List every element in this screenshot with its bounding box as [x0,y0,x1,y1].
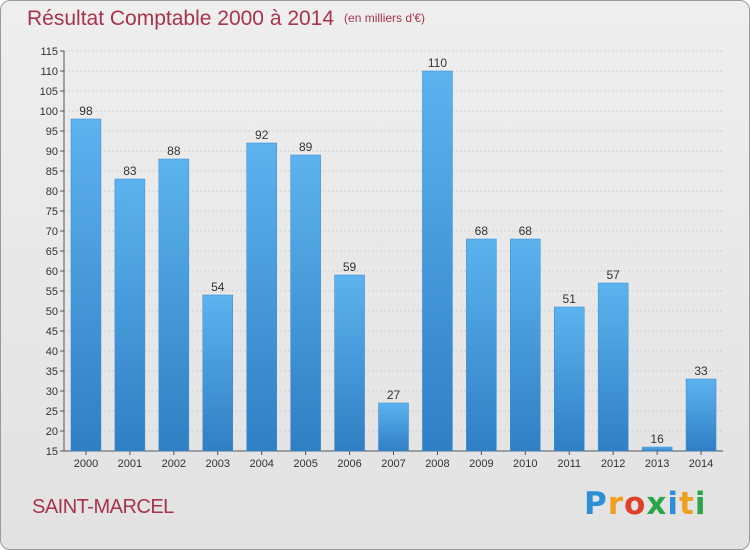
bar [378,402,409,452]
bar [422,70,453,452]
data-label: 57 [606,268,620,282]
bar [334,274,365,452]
x-tick-label: 2013 [645,458,669,470]
bar [290,154,321,452]
y-tick-label: 100 [40,106,58,118]
logo-letter: x [646,486,668,522]
data-label: 68 [519,224,533,238]
y-tick-label: 60 [46,266,58,278]
y-tick-label: 90 [46,146,58,158]
data-label: 27 [387,388,401,402]
logo-letter: t [678,486,695,522]
bars [70,70,717,452]
logo-letter: P [584,486,608,522]
x-tick-label: 2001 [118,458,142,470]
y-tick-label: 35 [46,366,58,378]
bar [202,294,234,452]
bar [246,142,277,452]
data-label: 89 [299,140,313,154]
bar [510,238,541,452]
bar [641,446,673,452]
data-label: 88 [167,144,181,158]
y-tick-label: 15 [46,446,58,458]
bar [114,178,146,452]
x-tick-label: 2000 [74,458,98,470]
chart-unit-note: (en milliers d'€) [344,11,426,25]
x-tick-label: 2009 [469,458,493,470]
data-label: 16 [650,432,664,446]
x-tick-label: 2011 [557,458,581,470]
bar [70,118,102,452]
bar [597,282,629,452]
y-tick-label: 40 [46,346,58,358]
y-tick-label: 70 [46,226,58,238]
y-tick-label: 50 [46,306,58,318]
data-label: 51 [563,292,577,306]
data-label: 92 [255,128,269,142]
y-tick-label: 80 [46,186,58,198]
y-tick-label: 85 [46,166,58,178]
x-tick-label: 2010 [513,458,537,470]
data-label: 98 [79,104,93,118]
chart-title-text: Résultat Comptable 2000 à 2014 [27,7,335,30]
y-tick-label: 20 [46,426,58,438]
y-tick-label: 55 [46,286,58,298]
y-tick-label: 95 [46,126,58,138]
x-tick-label: 2003 [206,458,230,470]
logo-letter: o [624,486,647,522]
axes: 15 20 25 30 35 40 45 50 55 60 65 70 75 80 85 90 95 100 105… [40,46,723,470]
y-tick-label: 105 [40,86,58,98]
y-tick-label: 65 [46,246,58,258]
y-tick-label: 75 [46,206,58,218]
bar [685,378,717,452]
data-label: 33 [694,364,708,378]
x-tick-label: 2005 [293,458,317,470]
x-tick-label: 2014 [689,458,713,470]
bar [158,158,190,452]
logo-letter: i [694,486,707,522]
proxiti-logo: Proxiti [584,486,706,522]
chart-title: Résultat Comptable 2000 à 2014 (en millie… [27,7,425,31]
y-tick-label: 30 [46,386,58,398]
bar [553,306,585,452]
y-tick-label: 45 [46,326,58,338]
y-tick-label: 25 [46,406,58,418]
data-labels: 98 83 88 54 92 89 59 27 110 68 68 51 57 16 33 [79,56,708,446]
y-tick-label: 115 [40,46,58,58]
data-label: 83 [123,164,137,178]
bar [466,238,497,452]
x-tick-label: 2002 [162,458,186,470]
x-tick-label: 2004 [249,458,273,470]
data-label: 59 [343,260,357,274]
x-tick-label: 2007 [381,458,405,470]
logo-letter: i [667,486,679,522]
x-tick-label: 2006 [337,458,361,470]
data-label: 68 [475,224,489,238]
y-tick-label: 110 [40,66,58,78]
commune-name: SAINT-MARCEL [32,496,174,518]
x-tick-label: 2008 [425,458,449,470]
logo-letter: r [607,486,625,522]
x-tick-label: 2012 [601,458,625,470]
data-label: 110 [428,56,447,70]
data-label: 54 [211,280,225,294]
